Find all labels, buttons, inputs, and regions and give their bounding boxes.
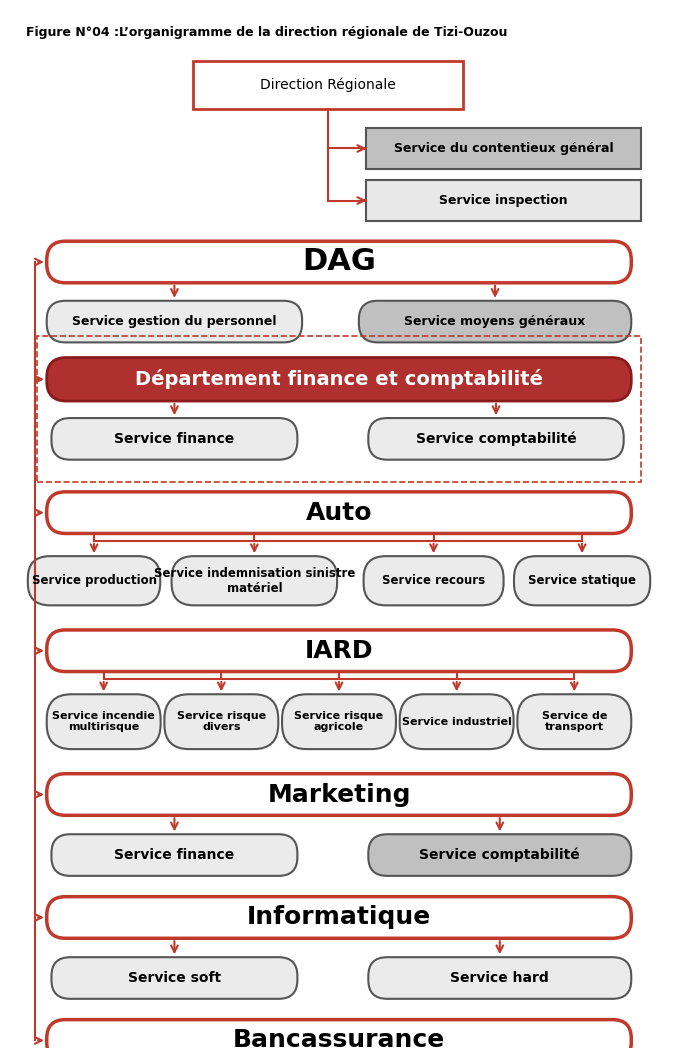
- Text: Service gestion du personnel: Service gestion du personnel: [72, 315, 277, 328]
- Text: Service risque
agricole: Service risque agricole: [294, 711, 384, 733]
- FancyBboxPatch shape: [28, 556, 160, 606]
- Text: Service comptabilité: Service comptabilité: [420, 848, 580, 863]
- FancyBboxPatch shape: [514, 556, 650, 606]
- Text: Service comptabilité: Service comptabilité: [416, 432, 576, 446]
- Text: Service statique: Service statique: [528, 574, 636, 587]
- Text: Marketing: Marketing: [267, 783, 411, 807]
- Text: Service production: Service production: [31, 574, 157, 587]
- FancyBboxPatch shape: [368, 957, 631, 999]
- Text: Service recours: Service recours: [382, 574, 485, 587]
- FancyBboxPatch shape: [193, 62, 463, 109]
- Text: Informatique: Informatique: [247, 905, 431, 930]
- Text: Service risque
divers: Service risque divers: [177, 711, 266, 733]
- FancyBboxPatch shape: [366, 179, 641, 221]
- FancyBboxPatch shape: [172, 556, 337, 606]
- Text: Service moyens généraux: Service moyens généraux: [405, 315, 586, 328]
- FancyBboxPatch shape: [359, 301, 631, 343]
- Text: Service industriel: Service industriel: [402, 717, 511, 726]
- FancyBboxPatch shape: [47, 492, 631, 533]
- FancyBboxPatch shape: [47, 773, 631, 815]
- FancyBboxPatch shape: [363, 556, 504, 606]
- FancyBboxPatch shape: [368, 834, 631, 876]
- Text: Service du contentieux général: Service du contentieux général: [394, 141, 614, 155]
- Text: Service soft: Service soft: [128, 971, 221, 985]
- Text: Service inspection: Service inspection: [439, 194, 568, 208]
- Text: Service indemnisation sinistre
matériel: Service indemnisation sinistre matériel: [154, 567, 355, 595]
- Text: Direction Régionale: Direction Régionale: [260, 78, 396, 92]
- FancyBboxPatch shape: [164, 694, 278, 749]
- Text: Service de
transport: Service de transport: [542, 711, 607, 733]
- Text: DAG: DAG: [302, 247, 376, 277]
- Text: Service incendie
multirisque: Service incendie multirisque: [52, 711, 155, 733]
- Text: Figure N°04 :L’organigramme de la direction régionale de Tizi-Ouzou: Figure N°04 :L’organigramme de la direct…: [26, 26, 507, 40]
- FancyBboxPatch shape: [52, 834, 298, 876]
- FancyBboxPatch shape: [47, 897, 631, 938]
- FancyBboxPatch shape: [282, 694, 396, 749]
- Text: Service hard: Service hard: [450, 971, 549, 985]
- FancyBboxPatch shape: [400, 694, 514, 749]
- FancyBboxPatch shape: [47, 694, 161, 749]
- Text: IARD: IARD: [304, 638, 374, 662]
- Text: Service finance: Service finance: [115, 848, 235, 863]
- FancyBboxPatch shape: [52, 418, 298, 460]
- FancyBboxPatch shape: [47, 630, 631, 672]
- FancyBboxPatch shape: [47, 241, 631, 283]
- Text: Département finance et comptabilité: Département finance et comptabilité: [135, 369, 543, 389]
- FancyBboxPatch shape: [47, 357, 631, 401]
- FancyBboxPatch shape: [47, 301, 302, 343]
- Text: Service finance: Service finance: [115, 432, 235, 445]
- FancyBboxPatch shape: [366, 128, 641, 170]
- Text: Bancassurance: Bancassurance: [233, 1028, 445, 1048]
- Text: Auto: Auto: [306, 501, 372, 525]
- FancyBboxPatch shape: [52, 957, 298, 999]
- FancyBboxPatch shape: [517, 694, 631, 749]
- FancyBboxPatch shape: [47, 1020, 631, 1048]
- FancyBboxPatch shape: [368, 418, 624, 460]
